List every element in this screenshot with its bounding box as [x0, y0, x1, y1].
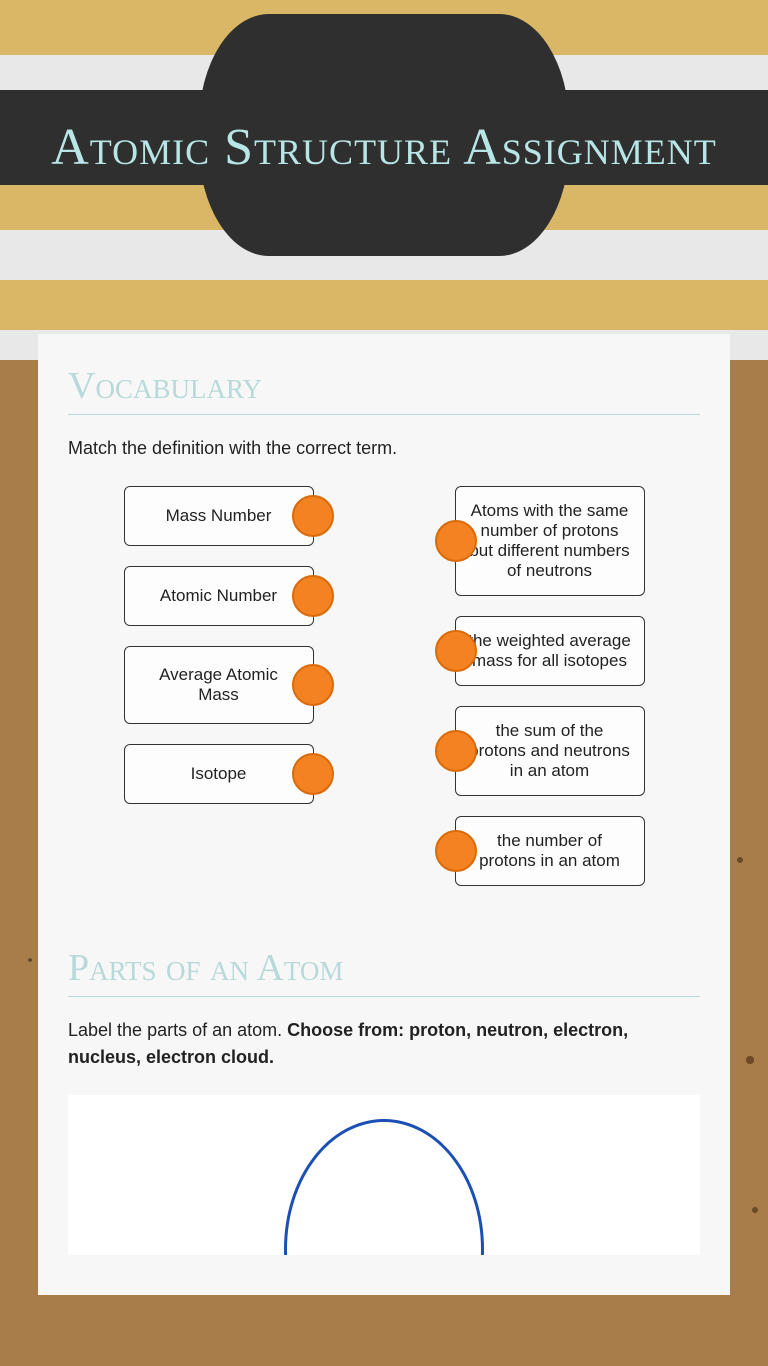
- electron-orbit-icon: [284, 1119, 484, 1255]
- instruction-text: Label the parts of an atom.: [68, 1020, 287, 1040]
- definition-label: Atoms with the same number of protons bu…: [468, 501, 632, 581]
- definition-item[interactable]: the weighted average mass for all isotop…: [455, 616, 645, 686]
- atom-diagram[interactable]: [68, 1095, 700, 1255]
- section-parts-title: Parts of an Atom: [68, 946, 700, 997]
- term-item[interactable]: Average Atomic Mass: [124, 646, 314, 724]
- connector-dot-icon[interactable]: [292, 664, 334, 706]
- page-background: Vocabulary Match the definition with the…: [0, 360, 768, 1366]
- term-label: Isotope: [191, 764, 247, 784]
- connector-dot-icon[interactable]: [435, 630, 477, 672]
- term-label: Mass Number: [166, 506, 272, 526]
- definition-item[interactable]: Atoms with the same number of protons bu…: [455, 486, 645, 596]
- term-item[interactable]: Mass Number: [124, 486, 314, 546]
- vocabulary-instruction: Match the definition with the correct te…: [68, 435, 700, 462]
- connector-dot-icon[interactable]: [292, 495, 334, 537]
- connector-dot-icon[interactable]: [292, 575, 334, 617]
- header-banner: Atomic Structure Assignment: [0, 0, 768, 360]
- term-item[interactable]: Atomic Number: [124, 566, 314, 626]
- connector-dot-icon[interactable]: [292, 753, 334, 795]
- parts-instruction: Label the parts of an atom. Choose from:…: [68, 1017, 700, 1071]
- connector-dot-icon[interactable]: [435, 730, 477, 772]
- term-label: Average Atomic Mass: [149, 665, 289, 705]
- definition-item[interactable]: the number of protons in an atom: [455, 816, 645, 886]
- definition-label: the sum of the protons and neutrons in a…: [468, 721, 632, 781]
- definition-label: the weighted average mass for all isotop…: [468, 631, 632, 671]
- definition-label: the number of protons in an atom: [468, 831, 632, 871]
- terms-column: Mass Number Atomic Number Average Atomic…: [68, 486, 369, 886]
- connector-dot-icon[interactable]: [435, 830, 477, 872]
- connector-dot-icon[interactable]: [435, 520, 477, 562]
- page-title: Atomic Structure Assignment: [0, 118, 768, 177]
- content-card: Vocabulary Match the definition with the…: [38, 334, 730, 1295]
- term-label: Atomic Number: [160, 586, 277, 606]
- section-vocabulary-title: Vocabulary: [68, 364, 700, 415]
- definition-item[interactable]: the sum of the protons and neutrons in a…: [455, 706, 645, 796]
- definitions-column: Atoms with the same number of protons bu…: [399, 486, 700, 886]
- term-item[interactable]: Isotope: [124, 744, 314, 804]
- match-exercise: Mass Number Atomic Number Average Atomic…: [68, 486, 700, 886]
